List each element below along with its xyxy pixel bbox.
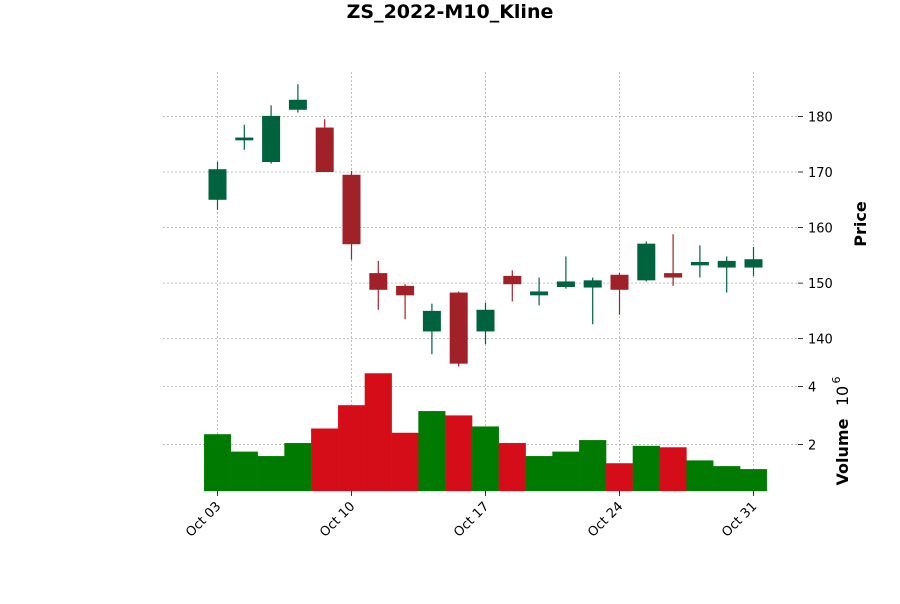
volume-bar	[713, 466, 741, 492]
price-tick-label: 180	[808, 110, 833, 125]
volume-bar	[230, 451, 258, 492]
candle-body	[476, 309, 495, 332]
candle-body	[583, 280, 602, 288]
volume-bar	[257, 456, 285, 492]
candle-body	[664, 273, 683, 278]
candles	[208, 84, 763, 367]
volume-exponent-base: 10	[833, 386, 852, 406]
volume-bar	[337, 405, 366, 492]
candle-body	[556, 281, 575, 287]
volume-bar	[552, 451, 580, 492]
volume-bar	[471, 426, 500, 492]
candle-body	[208, 169, 227, 200]
candle-body	[396, 285, 415, 296]
volume-axis-label: Volume	[833, 418, 852, 485]
volume-bar	[686, 460, 714, 492]
candle-body	[342, 174, 361, 245]
price-tick-label: 160	[808, 222, 833, 237]
volume-bar	[659, 447, 687, 492]
candle-body	[262, 115, 281, 162]
candle-body	[235, 137, 254, 141]
candle-body	[288, 99, 307, 110]
x-tick-label: Oct 17	[451, 499, 492, 540]
volume-bar	[632, 445, 660, 492]
candle-body	[717, 260, 736, 268]
candle-body	[637, 243, 656, 281]
candle-body	[315, 127, 334, 172]
x-tick-label: Oct 24	[585, 499, 626, 540]
volume-bar	[739, 469, 768, 492]
price-axis-ticks: 140 150 160 170 180	[798, 110, 833, 348]
volume-bar	[525, 456, 553, 492]
volume-bar	[284, 442, 312, 492]
volume-exponent-power: 6	[830, 377, 843, 384]
volume-bar	[391, 432, 419, 492]
chart-title: ZS_2022-M10_Kline	[347, 1, 554, 23]
volume-bars	[203, 373, 768, 492]
candle-body	[744, 259, 763, 268]
volume-bar	[203, 434, 232, 492]
volume-bar	[498, 442, 526, 492]
price-axis-label: Price	[851, 201, 870, 247]
price-tick-label: 150	[808, 277, 833, 292]
x-axis-ticks: Oct 03 Oct 10 Oct 17 Oct 24 Oct 31	[183, 491, 760, 540]
volume-tick-label: 4	[808, 381, 816, 396]
volume-bar	[311, 428, 339, 492]
volume-tick-label: 2	[808, 439, 816, 454]
candle-body	[530, 291, 549, 296]
price-tick-label: 140	[808, 333, 833, 348]
volume-bar	[364, 373, 392, 492]
volume-exponent: 10 6	[830, 377, 852, 407]
volume-bar	[605, 463, 634, 492]
price-tick-label: 170	[808, 166, 833, 181]
candle-body	[369, 273, 388, 290]
x-tick-label: Oct 10	[317, 499, 358, 540]
candle-body	[610, 274, 629, 290]
candle-body	[449, 292, 468, 364]
volume-bar	[445, 415, 473, 492]
volume-bar	[418, 411, 446, 492]
candle-body	[690, 262, 709, 266]
candle-body	[503, 275, 522, 285]
volume-axis-ticks: 24	[798, 381, 816, 454]
x-tick-label: Oct 31	[719, 499, 760, 540]
candle-body	[422, 310, 441, 332]
x-tick-label: Oct 03	[183, 499, 224, 540]
volume-bar	[579, 440, 607, 492]
